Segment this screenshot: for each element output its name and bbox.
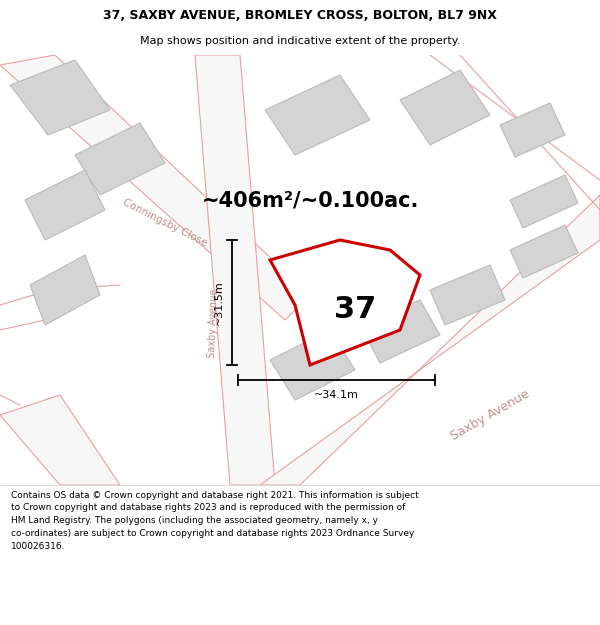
Text: ~406m²/~0.100ac.: ~406m²/~0.100ac. — [202, 190, 419, 210]
Polygon shape — [195, 55, 275, 485]
Text: Conningsby Close: Conningsby Close — [121, 198, 209, 249]
Polygon shape — [270, 330, 355, 400]
Polygon shape — [500, 103, 565, 157]
Polygon shape — [510, 175, 578, 228]
Text: 37, SAXBY AVENUE, BROMLEY CROSS, BOLTON, BL7 9NX: 37, SAXBY AVENUE, BROMLEY CROSS, BOLTON,… — [103, 9, 497, 22]
Polygon shape — [75, 123, 165, 195]
Text: ~34.1m: ~34.1m — [314, 390, 359, 400]
Polygon shape — [25, 170, 105, 240]
Polygon shape — [265, 75, 370, 155]
Polygon shape — [430, 265, 505, 325]
Polygon shape — [0, 55, 310, 320]
Text: 37: 37 — [334, 296, 376, 324]
Text: Contains OS data © Crown copyright and database right 2021. This information is : Contains OS data © Crown copyright and d… — [11, 491, 419, 551]
Text: ~31.5m: ~31.5m — [214, 280, 224, 325]
Text: Saxby Avenue: Saxby Avenue — [207, 288, 219, 357]
Polygon shape — [0, 395, 120, 485]
Polygon shape — [260, 195, 600, 485]
Polygon shape — [10, 60, 110, 135]
Polygon shape — [360, 300, 440, 363]
Polygon shape — [270, 240, 420, 365]
Polygon shape — [30, 255, 100, 325]
Polygon shape — [400, 70, 490, 145]
Text: Saxby Avenue: Saxby Avenue — [448, 387, 532, 443]
Polygon shape — [510, 225, 578, 278]
Text: Map shows position and indicative extent of the property.: Map shows position and indicative extent… — [140, 36, 460, 46]
